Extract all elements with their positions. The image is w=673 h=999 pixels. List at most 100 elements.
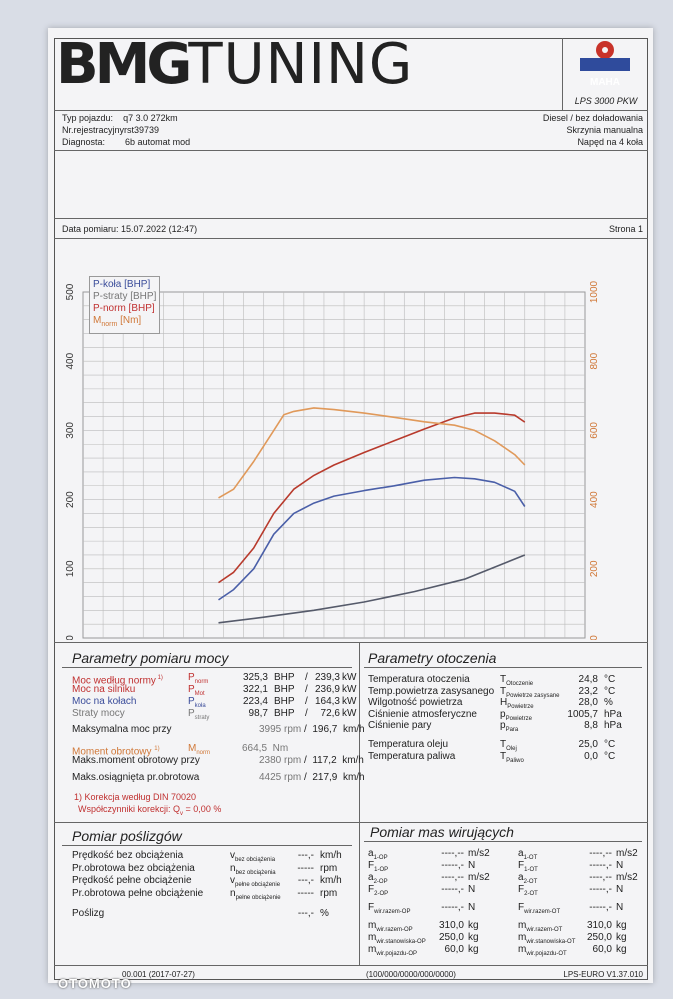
poslizg-label-1: Pr.obrotowa bez obciążenia <box>72 862 195 874</box>
gearbox-type: Skrzynia manualna <box>566 125 643 135</box>
mocy-label-0: Moc według normy 1) <box>72 675 163 687</box>
mocy-value-bhp-0: 325,3 <box>242 672 268 683</box>
bottom-vertical-divider <box>359 822 360 965</box>
otoczenie-label-1: Temp.powietrza zasysanego <box>368 685 495 697</box>
korekcja-factor: Współczynniki korekcji: Qv = 0,00 % <box>78 804 222 817</box>
masy-right-symbol-2: a2-OT <box>518 872 538 885</box>
otoczenie-value-b1: 0,0 <box>584 751 598 762</box>
section-masy-title: Pomiar mas wirujących <box>370 824 514 840</box>
masy-right-value-2: ----,-- <box>589 872 612 883</box>
y-left-tick-label: 500 <box>65 283 76 300</box>
info-divider <box>54 150 648 151</box>
mocy-label-2: Moc na kołach <box>72 696 137 707</box>
masy-right-unit-2: m/s2 <box>616 872 638 883</box>
diagnosta-row: Diagnosta: 6b automat mod <box>62 137 191 147</box>
footer-mid: (100/000/0000/000/0000) <box>366 970 456 979</box>
masy-right-symbol-3: F2-OT <box>518 884 538 897</box>
masy-right-value-6: 250,0 <box>586 932 612 943</box>
mocy-symbol-2: Pkoła <box>188 696 206 709</box>
poslizg-label-2: Prędkość pełne obciążenie <box>72 875 192 886</box>
plot-area <box>82 291 586 639</box>
page-number: Strona 1 <box>608 224 643 234</box>
max-moc-row: Maksymalna moc przy <box>72 724 172 735</box>
masy-left-unit-5: kg <box>468 920 479 931</box>
masy-right-symbol-0: a1-OT <box>518 848 538 861</box>
masy-right-value-5: 310,0 <box>586 920 612 931</box>
masy-left-symbol-0: a1-OP <box>368 848 388 861</box>
masy-left-unit-0: m/s2 <box>468 848 490 859</box>
date-divider-bottom <box>54 238 648 239</box>
poslizg-unit-3: rpm <box>320 887 338 899</box>
logo-thin-text: TUNING <box>188 32 414 97</box>
masy-left-unit-4: N <box>468 902 476 913</box>
moment-symbol: Mnorm <box>188 743 211 756</box>
bmg-tuning-logo: BMGTUNING <box>56 36 413 93</box>
masy-left-symbol-2: a2-OP <box>368 872 388 885</box>
mocy-slash-1: / <box>305 684 308 695</box>
mocy-value-kw-2: 164,3 <box>314 696 340 707</box>
masy-left-value-7: 60,0 <box>444 944 464 955</box>
mocy-value-bhp-2: 223,4 <box>242 696 268 707</box>
series-p-norm-line <box>218 412 526 584</box>
legend-m-norm: Mnorm [Nm] <box>93 315 142 328</box>
otoczenie-symbol-1: TPowietrze zasysane <box>500 685 560 699</box>
section-masy-underline <box>364 841 642 842</box>
masy-right-symbol-5: mwir.razem-OT <box>518 920 563 933</box>
section-params-mocy-underline <box>62 667 352 668</box>
masy-right-unit-5: kg <box>616 920 627 931</box>
masy-right-value-0: ----,-- <box>589 848 612 859</box>
mocy-value-bhp-3: 98,7 <box>248 708 268 719</box>
poslizg-symbol-2: vpełne obciążenie <box>230 875 281 888</box>
masy-right-value-1: -----,- <box>589 860 612 871</box>
max-moment-speed: / 117,2 km/h <box>304 755 364 766</box>
masy-right-symbol-4: Fwir.razem-OT <box>518 902 561 915</box>
y-right-tick-label: 400 <box>589 491 600 508</box>
otoczenie-label-3: Ciśnienie atmosferyczne <box>368 708 477 720</box>
poslizg-value-1: ----- <box>297 862 314 874</box>
masy-right-unit-3: N <box>616 884 624 895</box>
mocy-unit-bhp-0: BHP <box>274 672 295 683</box>
mocy-slash-0: / <box>305 672 308 683</box>
masy-right-unit-7: kg <box>616 944 627 955</box>
poslizg-symbol-1: nbez obciążenia <box>230 862 276 876</box>
mocy-label-3: Straty mocy <box>72 708 125 719</box>
mocy-symbol-0: Pnorm <box>188 672 209 685</box>
masy-left-value-4: -----,- <box>441 902 464 913</box>
section-params-otoczenia-underline <box>364 667 642 668</box>
mocy-symbol-1: PMot <box>188 684 205 697</box>
mocy-value-kw-1: 236,9 <box>314 684 340 695</box>
otoczenie-unit-3: hPa <box>604 708 622 720</box>
masy-left-unit-2: m/s2 <box>468 872 490 883</box>
mocy-value-bhp-1: 322,1 <box>242 684 268 695</box>
series-m-norm-line <box>218 407 526 499</box>
otoczenie-label-0: Temperatura otoczenia <box>368 674 470 685</box>
mocy-unit-kw-1: kW <box>342 684 357 695</box>
date-divider-top <box>54 218 648 219</box>
mocy-value-kw-0: 239,3 <box>314 672 340 683</box>
poslizg-unit-1: rpm <box>320 862 338 874</box>
masy-right-symbol-7: mwir.pojazdu-OT <box>518 944 567 957</box>
maha-label: MAHA <box>590 77 620 88</box>
series-p-straty-line <box>218 554 526 624</box>
otoczenie-value-3: 1005,7 <box>567 708 598 720</box>
max-obr-label: Maks.osiągnięta pr.obrotowa <box>72 772 200 783</box>
max-moc-rpm: 3995 rpm <box>259 724 302 735</box>
footer-right: LPS-EURO V1.37.010 <box>563 970 643 979</box>
chart-legend: P-koła [BHP] P-straty [BHP] P-norm [BHP]… <box>89 276 161 334</box>
mocy-label-1: Moc na silniku <box>72 684 136 695</box>
masy-right-unit-0: m/s2 <box>616 848 638 859</box>
poslizg-value-3: ----- <box>297 887 314 899</box>
fuel-type: Diesel / bez doładowania <box>542 113 643 123</box>
report-sheet: BMGTUNING MAHA LPS 3000 PKW Typ pojazdu:… <box>48 28 653 991</box>
mocy-slash-2: / <box>305 696 308 707</box>
masy-right-value-7: 60,0 <box>592 944 612 955</box>
masy-right-value-4: -----,- <box>589 902 612 913</box>
legend-p-straty: P-straty [BHP] <box>93 291 157 302</box>
mocy-symbol-3: Pstraty <box>188 708 210 721</box>
y-left-tick-label: 200 <box>65 491 76 508</box>
max-moment-label: Maks.moment obrotowy przy <box>72 755 200 766</box>
logo-bold-text: BMG <box>56 32 192 97</box>
poslizg-value-2: ---,- <box>297 875 314 886</box>
otoczenie-symbol-2: HPowietrze <box>500 697 534 710</box>
otomoto-watermark: OTOMOTO <box>58 976 132 991</box>
